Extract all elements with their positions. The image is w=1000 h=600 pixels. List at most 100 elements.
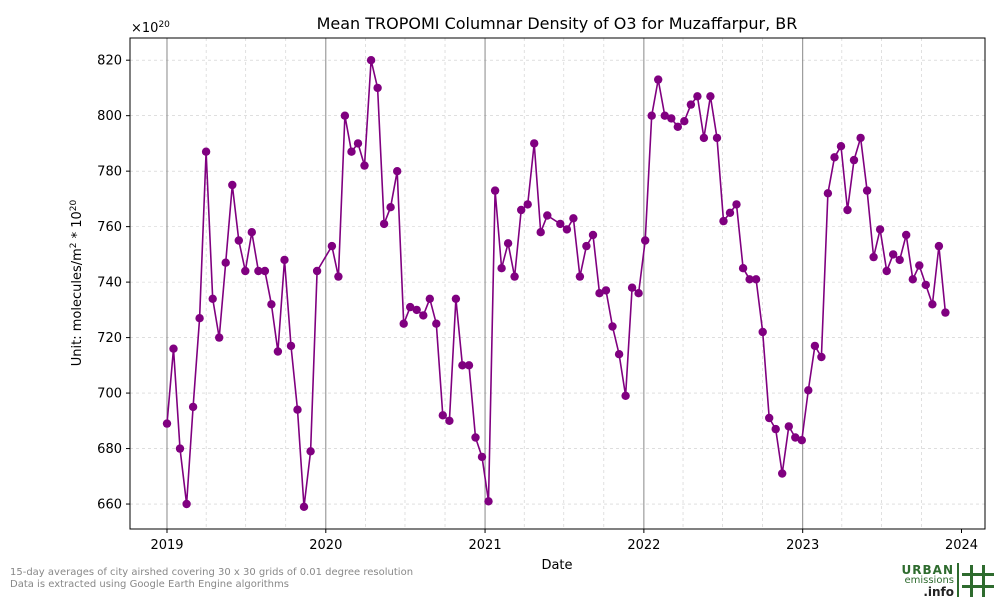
data-point xyxy=(706,92,715,101)
data-point xyxy=(725,208,735,217)
logo-line-2: emissions xyxy=(904,575,954,586)
footnote-resolution: 15-day averages of city airshed covering… xyxy=(10,567,414,578)
data-point xyxy=(784,422,793,431)
data-point xyxy=(327,241,337,251)
data-point xyxy=(484,497,493,506)
data-point xyxy=(915,261,924,270)
data-point xyxy=(627,283,637,292)
data-point xyxy=(247,228,256,237)
data-point xyxy=(536,228,545,237)
logo-line-1: URBAN xyxy=(901,563,954,577)
y-tick-label: 680 xyxy=(97,442,122,457)
data-point xyxy=(889,250,898,259)
data-point xyxy=(267,300,276,309)
y-tick-label: 720 xyxy=(97,331,122,346)
data-point xyxy=(280,255,289,265)
data-point xyxy=(458,361,467,370)
data-point xyxy=(366,56,376,65)
data-point xyxy=(895,255,904,265)
data-point xyxy=(286,341,296,351)
y-axis-label-sup1: 2 xyxy=(69,243,79,249)
hash-grid-icon xyxy=(957,563,994,597)
data-point xyxy=(647,111,656,120)
data-point xyxy=(360,161,369,170)
data-point xyxy=(595,289,604,298)
data-point xyxy=(823,189,833,198)
data-point xyxy=(490,186,500,195)
data-point xyxy=(471,433,480,442)
y-tick-label: 760 xyxy=(97,220,122,235)
data-point xyxy=(353,139,363,148)
data-point xyxy=(477,452,487,462)
y-axis-label-sup2: 20 xyxy=(69,199,79,211)
data-point xyxy=(215,333,224,342)
y-tick-label: 740 xyxy=(97,276,122,291)
data-point xyxy=(234,236,243,245)
data-point xyxy=(608,322,617,331)
data-point xyxy=(412,305,421,315)
data-point xyxy=(817,352,826,362)
data-point xyxy=(797,436,806,445)
data-point xyxy=(928,300,937,309)
grid xyxy=(130,38,985,529)
data-point xyxy=(562,225,572,234)
data-point xyxy=(621,391,630,400)
data-point xyxy=(738,264,748,273)
data-point xyxy=(306,447,315,456)
data-point xyxy=(188,402,198,412)
data-point xyxy=(162,419,172,428)
x-tick-label: 2024 xyxy=(945,538,978,553)
data-point xyxy=(641,236,650,245)
data-point xyxy=(260,266,270,276)
data-point xyxy=(201,147,211,156)
data-point xyxy=(293,405,302,414)
data-point xyxy=(221,258,230,267)
data-point xyxy=(712,133,722,143)
y-tick-label: 780 xyxy=(97,165,122,180)
x-axis-label: Date xyxy=(541,558,572,573)
data-point xyxy=(543,211,552,220)
y-offset-exp: 20 xyxy=(158,20,170,30)
urban-emissions-logo: URBAN emissions .info xyxy=(896,561,1000,600)
data-point xyxy=(765,413,774,423)
y-axis-label-prefix: Unit: molecules/m xyxy=(70,248,85,366)
data-point xyxy=(614,350,624,359)
data-point xyxy=(386,203,395,212)
data-point xyxy=(438,411,447,420)
data-point xyxy=(660,111,669,120)
data-point xyxy=(406,302,415,312)
data-point xyxy=(432,319,441,328)
data-point xyxy=(921,280,930,290)
footnote-source: Data is extracted using Google Earth Eng… xyxy=(10,579,289,590)
data-point xyxy=(208,294,217,303)
data-point xyxy=(719,216,728,226)
data-point xyxy=(340,111,350,120)
data-point xyxy=(902,230,911,240)
logo-line-3: .info xyxy=(923,585,954,599)
x-tick-label: 2020 xyxy=(309,538,342,553)
data-point xyxy=(445,416,454,425)
data-point xyxy=(778,469,787,478)
chart-title: Mean TROPOMI Columnar Density of O3 for … xyxy=(317,14,798,33)
data-point xyxy=(373,83,382,93)
data-point xyxy=(241,266,250,276)
data-point xyxy=(312,266,322,276)
y-tick-label: 660 xyxy=(97,498,122,513)
data-point xyxy=(510,272,519,281)
data-point xyxy=(810,341,820,351)
data-point xyxy=(582,241,591,251)
data-point xyxy=(634,289,643,298)
x-tick-label: 2023 xyxy=(786,538,819,553)
data-point xyxy=(751,275,761,284)
series-line xyxy=(166,59,947,508)
data-point xyxy=(732,200,741,209)
series xyxy=(162,56,950,511)
data-point xyxy=(347,147,356,156)
data-point xyxy=(680,117,689,126)
y-tick-label: 700 xyxy=(97,387,122,402)
data-point xyxy=(843,205,852,215)
data-point xyxy=(758,327,767,337)
data-point xyxy=(182,499,191,509)
x-tick-label: 2021 xyxy=(469,538,502,553)
